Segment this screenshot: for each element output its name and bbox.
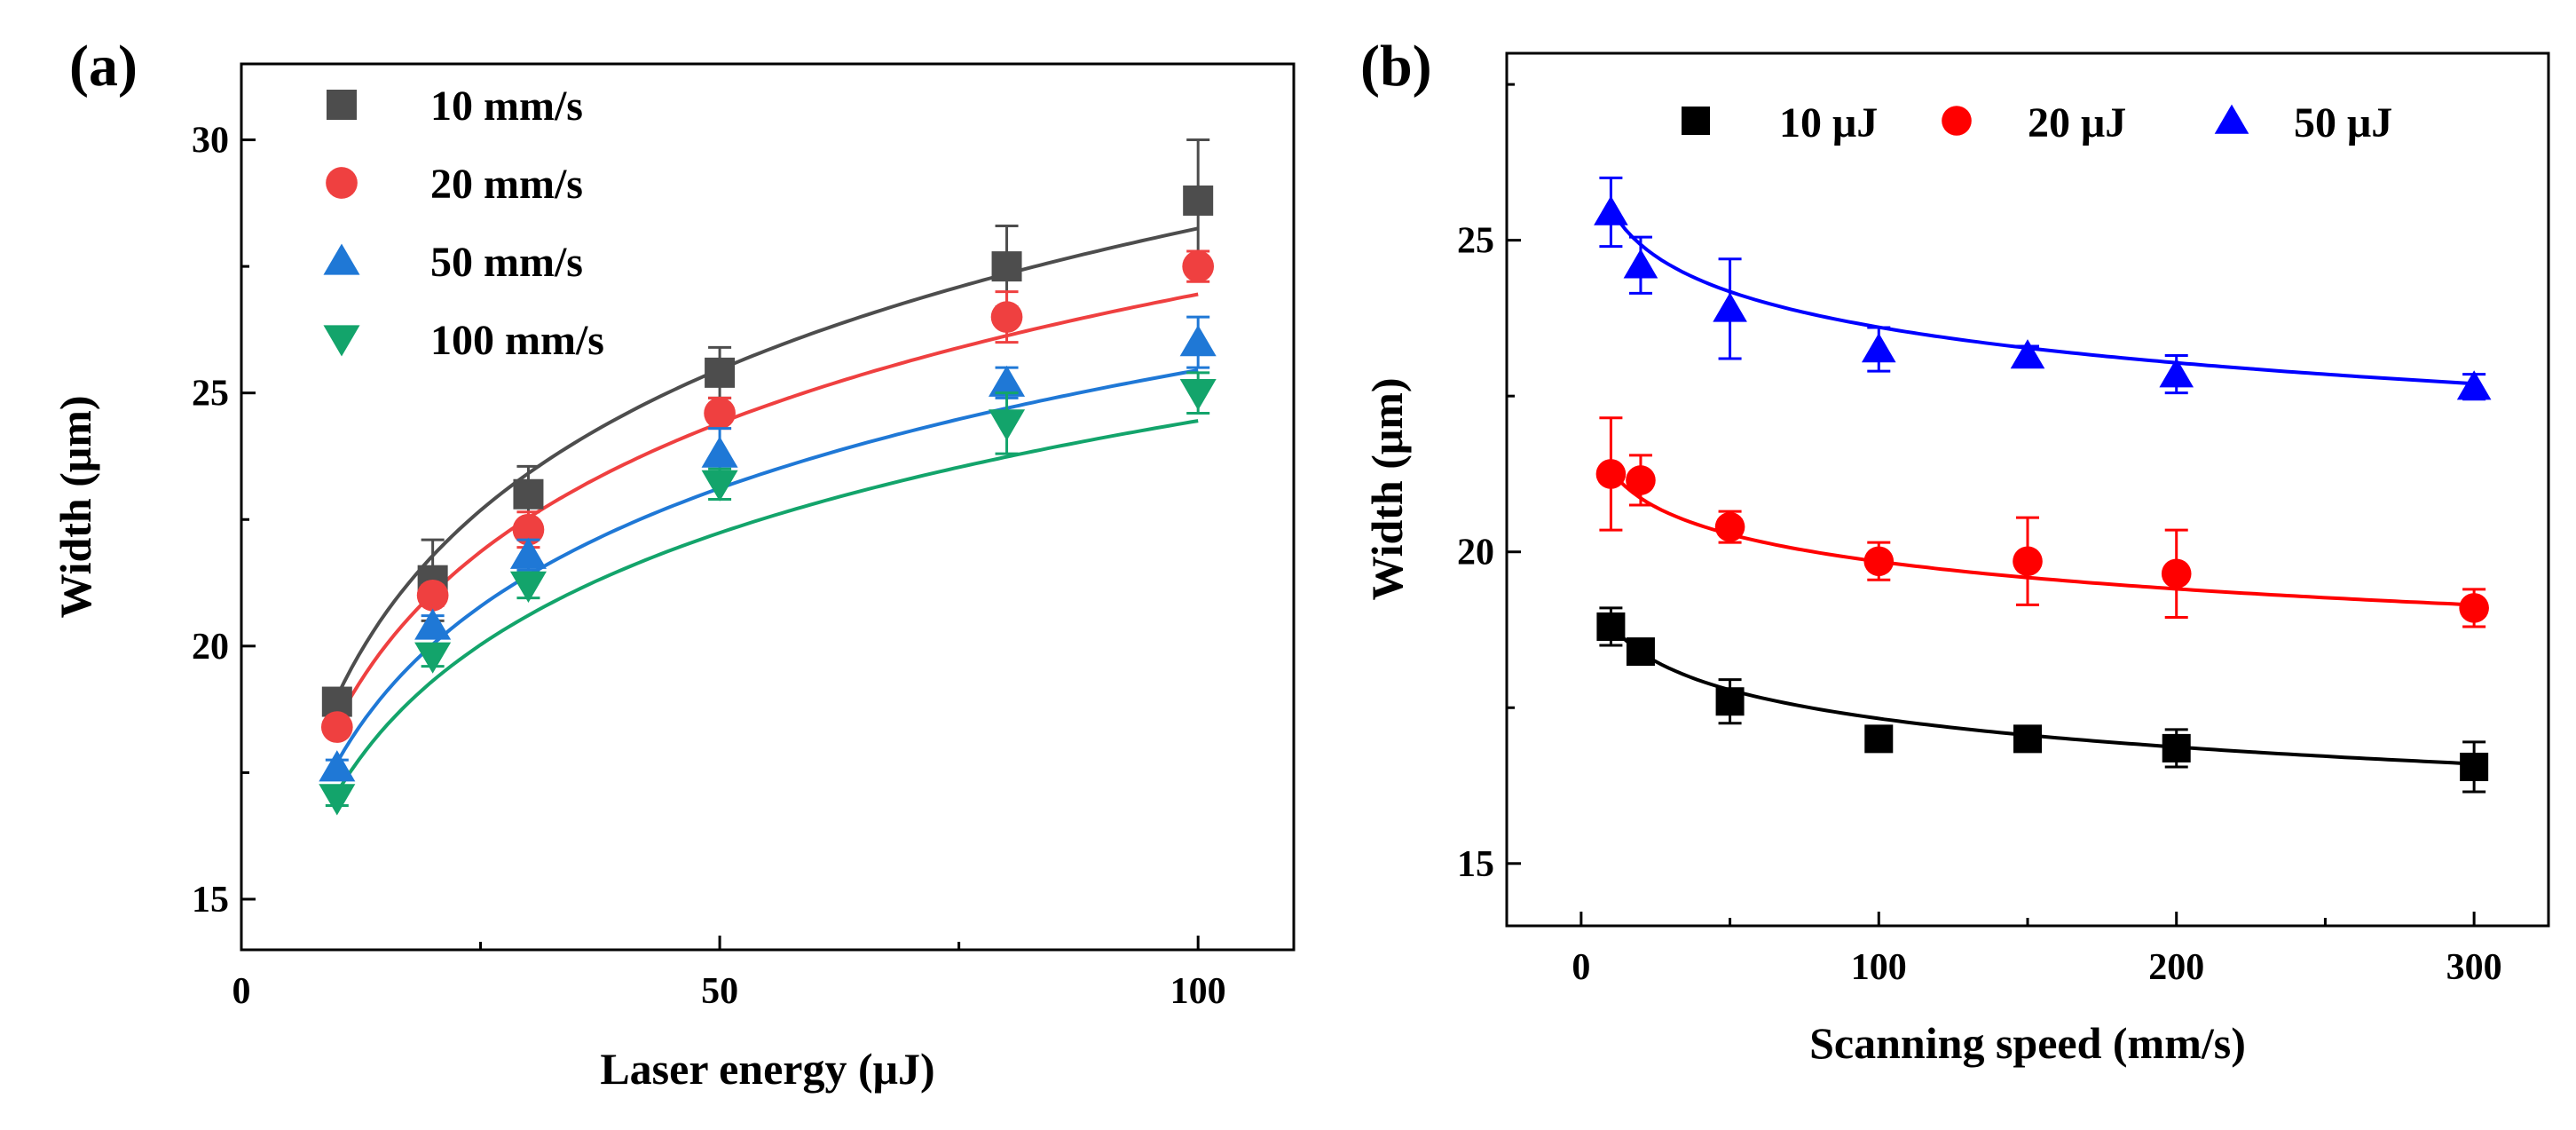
data-point-a-0 [705, 357, 736, 388]
data-point-a-3 [989, 409, 1026, 441]
y-tick-label-a: 30 [192, 121, 229, 162]
data-point-a-0 [991, 251, 1022, 282]
data-point-b-2 [1594, 195, 1628, 225]
data-point-a-2 [701, 436, 738, 468]
fit-line-b-0 [1609, 622, 2475, 766]
data-point-b-0 [1596, 612, 1626, 641]
fit-line-a-0 [335, 226, 1199, 698]
data-point-a-3 [701, 470, 738, 502]
data-point-b-2 [2010, 339, 2045, 369]
x-tick-label-a: 0 [232, 971, 251, 1012]
y-tick-label-a: 15 [192, 880, 229, 921]
legend-marker-a-1 [326, 167, 358, 199]
x-tick-label-a: 50 [701, 971, 738, 1012]
data-point-b-2 [2456, 370, 2492, 400]
fit-line-b-1 [1609, 470, 2475, 607]
data-point-a-3 [1179, 379, 1217, 411]
data-point-b-1 [2459, 593, 2489, 623]
chart-b: (b) 0 100 200 300 15 20 25 10 μJ 20 μJ 50 μJ Sca… [1360, 34, 2550, 1068]
legend-label-b-1: 20 μJ [2028, 99, 2126, 146]
legend-marker-a-0 [327, 90, 357, 120]
data-point-b-0 [2013, 724, 2042, 754]
data-point-b-1 [1595, 459, 1627, 489]
legend-marker-a-2 [323, 243, 360, 275]
data-point-b-0 [2162, 733, 2191, 763]
y-tick-label-a: 20 [192, 627, 229, 668]
data-point-b-0 [2460, 752, 2489, 781]
data-point-a-1 [1182, 250, 1215, 282]
legend-label-a-2: 50 mm/s [430, 239, 583, 286]
data-point-a-1 [990, 301, 1023, 333]
data-point-b-2 [1861, 333, 1896, 363]
panel-label-a: (a) [69, 34, 138, 99]
fit-line-a-1 [335, 292, 1199, 723]
data-point-b-1 [1714, 511, 1745, 542]
panel-label-b: (b) [1360, 34, 1432, 99]
plot-frame-b [1505, 51, 2550, 928]
data-point-b-1 [1626, 465, 1656, 495]
data-point-a-3 [509, 571, 547, 603]
legend-marker-b-1 [1942, 106, 1972, 136]
fit-line-a-3 [335, 419, 1199, 794]
data-point-a-1 [320, 711, 353, 743]
data-point-b-0 [1626, 637, 1655, 667]
x-axis-label-a: Laser energy (μJ) [600, 1044, 934, 1094]
fit-line-b-2 [1609, 208, 2475, 386]
x-axis-label-b: Scanning speed (mm/s) [1809, 1018, 2246, 1068]
legend-label-b-2: 50 μJ [2294, 99, 2392, 146]
legend-marker-a-3 [323, 325, 360, 357]
data-point-b-2 [2159, 358, 2194, 388]
y-tick-label-b: 20 [1457, 533, 1494, 573]
data-point-a-0 [513, 478, 544, 510]
legend-label-a-3: 100 mm/s [430, 317, 604, 364]
x-tick-label-a: 100 [1170, 971, 1226, 1012]
data-point-a-1 [704, 397, 736, 430]
data-point-b-0 [1715, 687, 1745, 716]
y-tick-label-b: 25 [1457, 221, 1494, 262]
legend-label-a-1: 20 mm/s [430, 161, 583, 208]
data-point-b-1 [1863, 546, 1895, 577]
data-point-b-2 [1713, 292, 1747, 322]
data-point-a-2 [414, 608, 452, 640]
x-tick-label-b: 100 [1851, 947, 1907, 988]
fit-line-a-2 [335, 368, 1199, 764]
data-point-a-2 [1179, 325, 1217, 357]
legend-marker-b-0 [1682, 107, 1710, 135]
x-tick-label-b: 0 [1572, 947, 1590, 988]
legend-marker-b-2 [2214, 104, 2249, 134]
data-point-a-1 [512, 513, 545, 546]
data-point-a-2 [319, 750, 356, 782]
legend-label-b-0: 10 μJ [1779, 99, 1878, 146]
data-point-a-2 [989, 365, 1026, 397]
y-axis-label-b: Width (μm) [1362, 377, 1412, 600]
x-tick-label-b: 300 [2446, 947, 2502, 988]
data-point-b-1 [2013, 546, 2043, 577]
y-tick-label-a: 25 [192, 374, 229, 415]
x-tick-label-b: 200 [2148, 947, 2204, 988]
data-point-b-2 [1623, 249, 1658, 279]
data-point-b-1 [2161, 558, 2192, 589]
legend-label-a-0: 10 mm/s [430, 83, 583, 130]
data-point-a-1 [416, 579, 449, 612]
data-point-a-2 [509, 537, 547, 569]
chart-a: (a) 0 50 100 15 20 25 30 10 mm/s 20 mm/s 50 mm/s… [51, 34, 1296, 1094]
data-point-b-0 [1864, 724, 1894, 754]
plot-frame-a [240, 62, 1296, 952]
data-point-a-0 [1183, 185, 1214, 216]
data-point-a-3 [414, 642, 452, 674]
data-point-a-3 [319, 784, 356, 816]
y-tick-label-b: 15 [1457, 844, 1494, 885]
y-axis-label-a: Width (μm) [51, 395, 100, 618]
